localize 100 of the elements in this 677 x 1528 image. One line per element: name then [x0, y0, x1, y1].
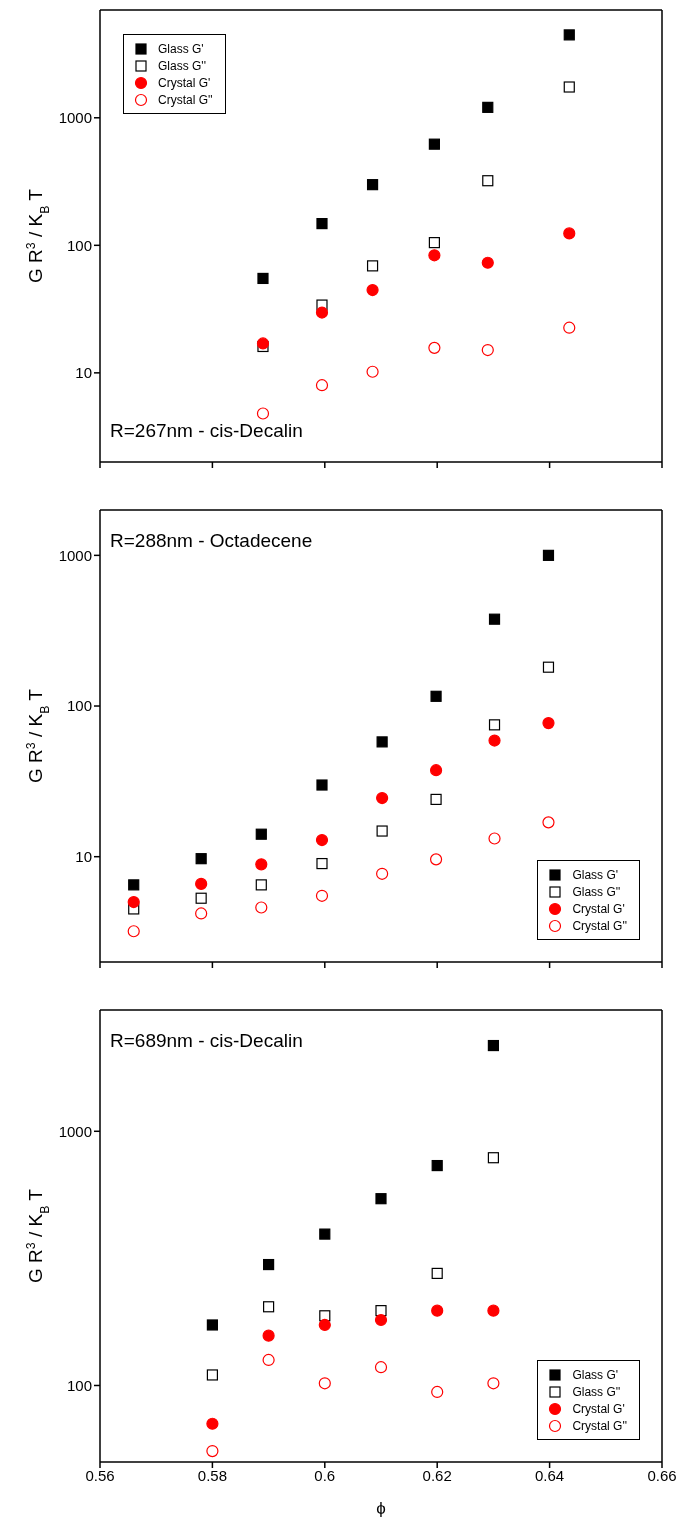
- legend-label: Crystal G': [158, 75, 211, 90]
- point: [430, 793, 442, 805]
- point: [481, 256, 494, 269]
- point: [563, 321, 576, 334]
- point: [488, 613, 501, 625]
- point: [316, 299, 328, 311]
- point: [315, 306, 329, 319]
- point: [195, 907, 208, 920]
- point: [375, 1193, 387, 1205]
- point: [195, 892, 207, 904]
- point: [255, 858, 268, 871]
- point: [206, 1319, 218, 1331]
- point: [257, 272, 269, 285]
- x-tick-label: 0.58: [197, 1466, 227, 1484]
- point: [319, 1310, 331, 1322]
- legend-label: Glass G'': [158, 58, 206, 73]
- point: [428, 138, 440, 150]
- point: [366, 365, 379, 378]
- point: [256, 407, 270, 420]
- point: [255, 879, 267, 891]
- x-tick-label: 0.6: [314, 1466, 336, 1484]
- point: [487, 1304, 500, 1317]
- annotation: R=288nm - Octadecene: [110, 530, 313, 552]
- point: [127, 925, 140, 938]
- y-tick-label: 1000: [58, 1122, 92, 1140]
- point: [366, 260, 379, 272]
- point: [429, 764, 443, 777]
- point: [263, 1258, 275, 1271]
- legend-label: Crystal G'': [572, 918, 627, 933]
- point: [429, 853, 443, 866]
- point: [430, 690, 442, 702]
- point: [376, 825, 388, 837]
- point: [488, 734, 501, 747]
- point: [542, 661, 555, 673]
- point: [206, 1444, 219, 1458]
- point: [431, 1304, 444, 1317]
- point: [374, 1361, 388, 1374]
- point: [563, 81, 575, 93]
- point: [128, 879, 140, 891]
- point: [316, 857, 328, 870]
- point: [255, 828, 267, 840]
- legend-label: Crystal G': [572, 901, 625, 916]
- point: [376, 867, 389, 880]
- y-tick-label: 1000: [58, 546, 92, 564]
- point: [488, 719, 501, 731]
- point: [319, 1228, 331, 1240]
- point: [542, 717, 555, 730]
- point: [376, 791, 389, 805]
- point: [206, 1417, 219, 1430]
- point: [431, 1159, 443, 1172]
- annotation: R=689nm - cis-Decalin: [110, 1030, 303, 1052]
- point: [318, 1318, 331, 1332]
- point: [487, 1039, 499, 1052]
- point: [262, 1329, 275, 1342]
- point: [481, 343, 494, 357]
- legend-label: Crystal G'': [572, 1418, 627, 1433]
- point: [375, 1305, 387, 1317]
- point: [542, 549, 555, 561]
- point: [376, 736, 388, 748]
- y-tick-label: 100: [66, 1376, 92, 1394]
- legend-label: Glass G'': [572, 884, 621, 899]
- legend-label: Crystal G'': [158, 92, 213, 107]
- legend-label: Glass G': [572, 1367, 619, 1382]
- y-tick-label: 100: [66, 236, 92, 254]
- point: [318, 1377, 331, 1390]
- point: [428, 249, 441, 262]
- point: [542, 816, 555, 829]
- legend-label: Crystal G': [572, 1401, 625, 1416]
- point: [374, 1313, 388, 1327]
- legend-label: Glass G': [158, 41, 204, 56]
- point: [206, 1369, 218, 1381]
- point: [482, 101, 494, 113]
- point: [431, 1385, 444, 1399]
- point: [366, 179, 379, 191]
- point: [428, 341, 441, 354]
- point: [487, 1377, 500, 1390]
- point: [128, 903, 140, 915]
- x-axis-title: ϕ: [376, 1499, 386, 1518]
- x-tick-label: 0.64: [535, 1466, 565, 1484]
- point: [315, 379, 329, 392]
- y-tick-label: 100: [66, 697, 92, 715]
- point: [482, 175, 494, 187]
- point: [263, 1301, 275, 1313]
- x-tick-label: 0.66: [647, 1466, 677, 1484]
- point: [431, 1267, 443, 1279]
- point: [563, 29, 575, 41]
- point: [428, 237, 440, 249]
- point: [488, 832, 501, 845]
- x-tick-label: 0.56: [85, 1466, 115, 1484]
- legend-label: Glass G'': [572, 1384, 621, 1399]
- point: [487, 1152, 499, 1164]
- point: [195, 877, 208, 890]
- y-tick-label: 1000: [58, 109, 92, 127]
- point: [255, 901, 268, 914]
- legend-label: Glass G': [572, 867, 619, 882]
- point: [366, 283, 379, 297]
- point: [316, 218, 328, 230]
- y-tick-label: 10: [75, 364, 92, 382]
- y-tick-label: 10: [75, 848, 92, 866]
- point: [315, 833, 329, 847]
